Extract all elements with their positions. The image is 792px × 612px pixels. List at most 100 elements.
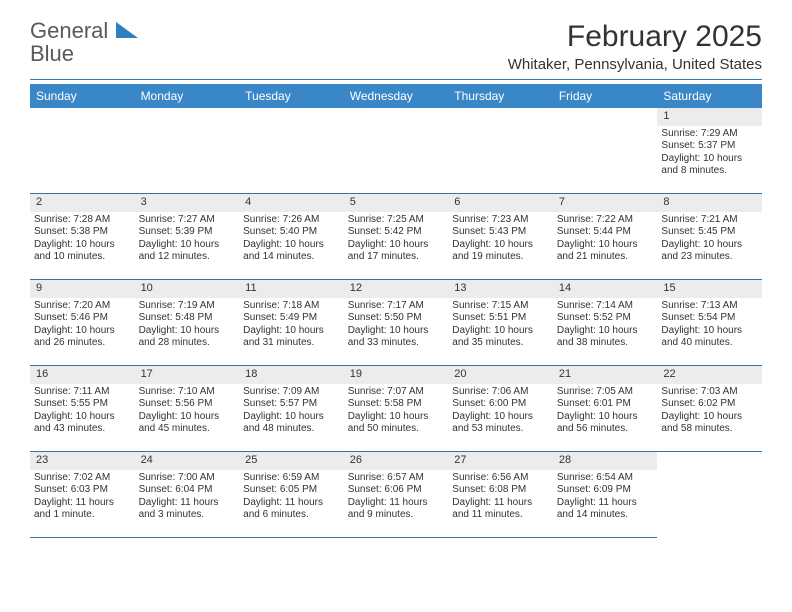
weekday-header: Monday: [135, 84, 240, 108]
day-number: 7: [553, 194, 658, 212]
calendar-cell: 1Sunrise: 7:29 AMSunset: 5:37 PMDaylight…: [657, 108, 762, 194]
calendar-cell: 4 Sunrise: 7:26 AMSunset: 5:40 PMDaylight…: [239, 194, 344, 280]
calendar-cell: 23Sunrise: 7:02 AMSunset: 6:03 PMDayligh…: [30, 452, 135, 538]
calendar-cell-empty: [344, 108, 449, 194]
calendar-cell: 18Sunrise: 7:09 AMSunset: 5:57 PMDayligh…: [239, 366, 344, 452]
day-number: 27: [448, 452, 553, 470]
calendar-page: General Blue February 2025 Whitaker, Pen…: [0, 0, 792, 558]
daylight-text: Daylight: 10 hours: [348, 325, 445, 338]
daylight-text: Daylight: 10 hours: [34, 239, 131, 252]
sunset-text: Sunset: 5:43 PM: [452, 226, 549, 239]
sunrise-text: Sunrise: 7:00 AM: [139, 472, 236, 485]
day-number: 2: [30, 194, 135, 212]
daylight-text: and 43 minutes.: [34, 423, 131, 436]
location-text: Whitaker, Pennsylvania, United States: [508, 56, 762, 73]
sunset-text: Sunset: 5:45 PM: [661, 226, 758, 239]
daylight-text: and 33 minutes.: [348, 337, 445, 350]
sunrise-text: Sunrise: 7:22 AM: [557, 214, 654, 227]
calendar-cell: 20Sunrise: 7:06 AMSunset: 6:00 PMDayligh…: [448, 366, 553, 452]
sunset-text: Sunset: 5:44 PM: [557, 226, 654, 239]
sunrise-text: Sunrise: 7:23 AM: [452, 214, 549, 227]
day-number: 13: [448, 280, 553, 298]
logo: General Blue: [30, 20, 138, 66]
daylight-text: Daylight: 11 hours: [557, 497, 654, 510]
day-number: 20: [448, 366, 553, 384]
day-number: 4: [239, 194, 344, 212]
daylight-text: Daylight: 10 hours: [34, 325, 131, 338]
daylight-text: and 14 minutes.: [557, 509, 654, 522]
daylight-text: and 14 minutes.: [243, 251, 340, 264]
daylight-text: and 31 minutes.: [243, 337, 340, 350]
daylight-text: and 56 minutes.: [557, 423, 654, 436]
day-number: 18: [239, 366, 344, 384]
daylight-text: and 1 minute.: [34, 509, 131, 522]
day-number: 28: [553, 452, 658, 470]
sunrise-text: Sunrise: 7:21 AM: [661, 214, 758, 227]
daylight-text: Daylight: 11 hours: [243, 497, 340, 510]
day-number: 23: [30, 452, 135, 470]
calendar-cell-empty: [30, 108, 135, 194]
calendar-cell: 11Sunrise: 7:18 AMSunset: 5:49 PMDayligh…: [239, 280, 344, 366]
sunrise-text: Sunrise: 7:15 AM: [452, 300, 549, 313]
sunset-text: Sunset: 5:42 PM: [348, 226, 445, 239]
daylight-text: and 58 minutes.: [661, 423, 758, 436]
daylight-text: and 28 minutes.: [139, 337, 236, 350]
sunrise-text: Sunrise: 7:20 AM: [34, 300, 131, 313]
day-number: 11: [239, 280, 344, 298]
daylight-text: and 10 minutes.: [34, 251, 131, 264]
sunrise-text: Sunrise: 7:26 AM: [243, 214, 340, 227]
daylight-text: Daylight: 10 hours: [452, 239, 549, 252]
calendar-cell: 17Sunrise: 7:10 AMSunset: 5:56 PMDayligh…: [135, 366, 240, 452]
sunset-text: Sunset: 6:06 PM: [348, 484, 445, 497]
sunset-text: Sunset: 5:50 PM: [348, 312, 445, 325]
daylight-text: Daylight: 10 hours: [243, 239, 340, 252]
sunset-text: Sunset: 6:09 PM: [557, 484, 654, 497]
daylight-text: and 38 minutes.: [557, 337, 654, 350]
daylight-text: Daylight: 10 hours: [348, 239, 445, 252]
calendar-cell-empty: [553, 108, 658, 194]
day-number: 22: [657, 366, 762, 384]
day-number: 21: [553, 366, 658, 384]
sunrise-text: Sunrise: 7:09 AM: [243, 386, 340, 399]
calendar-cell: 26Sunrise: 6:57 AMSunset: 6:06 PMDayligh…: [344, 452, 449, 538]
weekday-header: Thursday: [448, 84, 553, 108]
daylight-text: and 40 minutes.: [661, 337, 758, 350]
sunset-text: Sunset: 5:58 PM: [348, 398, 445, 411]
daylight-text: and 19 minutes.: [452, 251, 549, 264]
sunset-text: Sunset: 5:40 PM: [243, 226, 340, 239]
sunset-text: Sunset: 6:03 PM: [34, 484, 131, 497]
sunset-text: Sunset: 5:56 PM: [139, 398, 236, 411]
calendar-cell-empty: [448, 108, 553, 194]
sunset-text: Sunset: 6:02 PM: [661, 398, 758, 411]
daylight-text: and 53 minutes.: [452, 423, 549, 436]
sunset-text: Sunset: 5:48 PM: [139, 312, 236, 325]
sunset-text: Sunset: 5:52 PM: [557, 312, 654, 325]
month-title: February 2025: [508, 20, 762, 54]
daylight-text: Daylight: 11 hours: [348, 497, 445, 510]
sunrise-text: Sunrise: 7:02 AM: [34, 472, 131, 485]
sunrise-text: Sunrise: 7:07 AM: [348, 386, 445, 399]
sunset-text: Sunset: 5:55 PM: [34, 398, 131, 411]
daylight-text: Daylight: 11 hours: [452, 497, 549, 510]
sunrise-text: Sunrise: 7:06 AM: [452, 386, 549, 399]
daylight-text: and 9 minutes.: [348, 509, 445, 522]
logo-text-blue: Blue: [30, 41, 74, 66]
day-number: 3: [135, 194, 240, 212]
logo-text-gray: General: [30, 18, 108, 43]
sunset-text: Sunset: 5:39 PM: [139, 226, 236, 239]
day-number: 17: [135, 366, 240, 384]
calendar-cell-empty: [239, 108, 344, 194]
sunset-text: Sunset: 6:05 PM: [243, 484, 340, 497]
daylight-text: Daylight: 10 hours: [661, 239, 758, 252]
logo-text: General Blue: [30, 20, 138, 66]
weekday-header: Friday: [553, 84, 658, 108]
sunrise-text: Sunrise: 7:25 AM: [348, 214, 445, 227]
sunrise-text: Sunrise: 7:18 AM: [243, 300, 340, 313]
sunset-text: Sunset: 5:54 PM: [661, 312, 758, 325]
daylight-text: and 12 minutes.: [139, 251, 236, 264]
daylight-text: Daylight: 11 hours: [139, 497, 236, 510]
sunrise-text: Sunrise: 7:28 AM: [34, 214, 131, 227]
calendar-cell: 27Sunrise: 6:56 AMSunset: 6:08 PMDayligh…: [448, 452, 553, 538]
sunset-text: Sunset: 5:37 PM: [661, 140, 758, 153]
daylight-text: and 8 minutes.: [661, 165, 758, 178]
